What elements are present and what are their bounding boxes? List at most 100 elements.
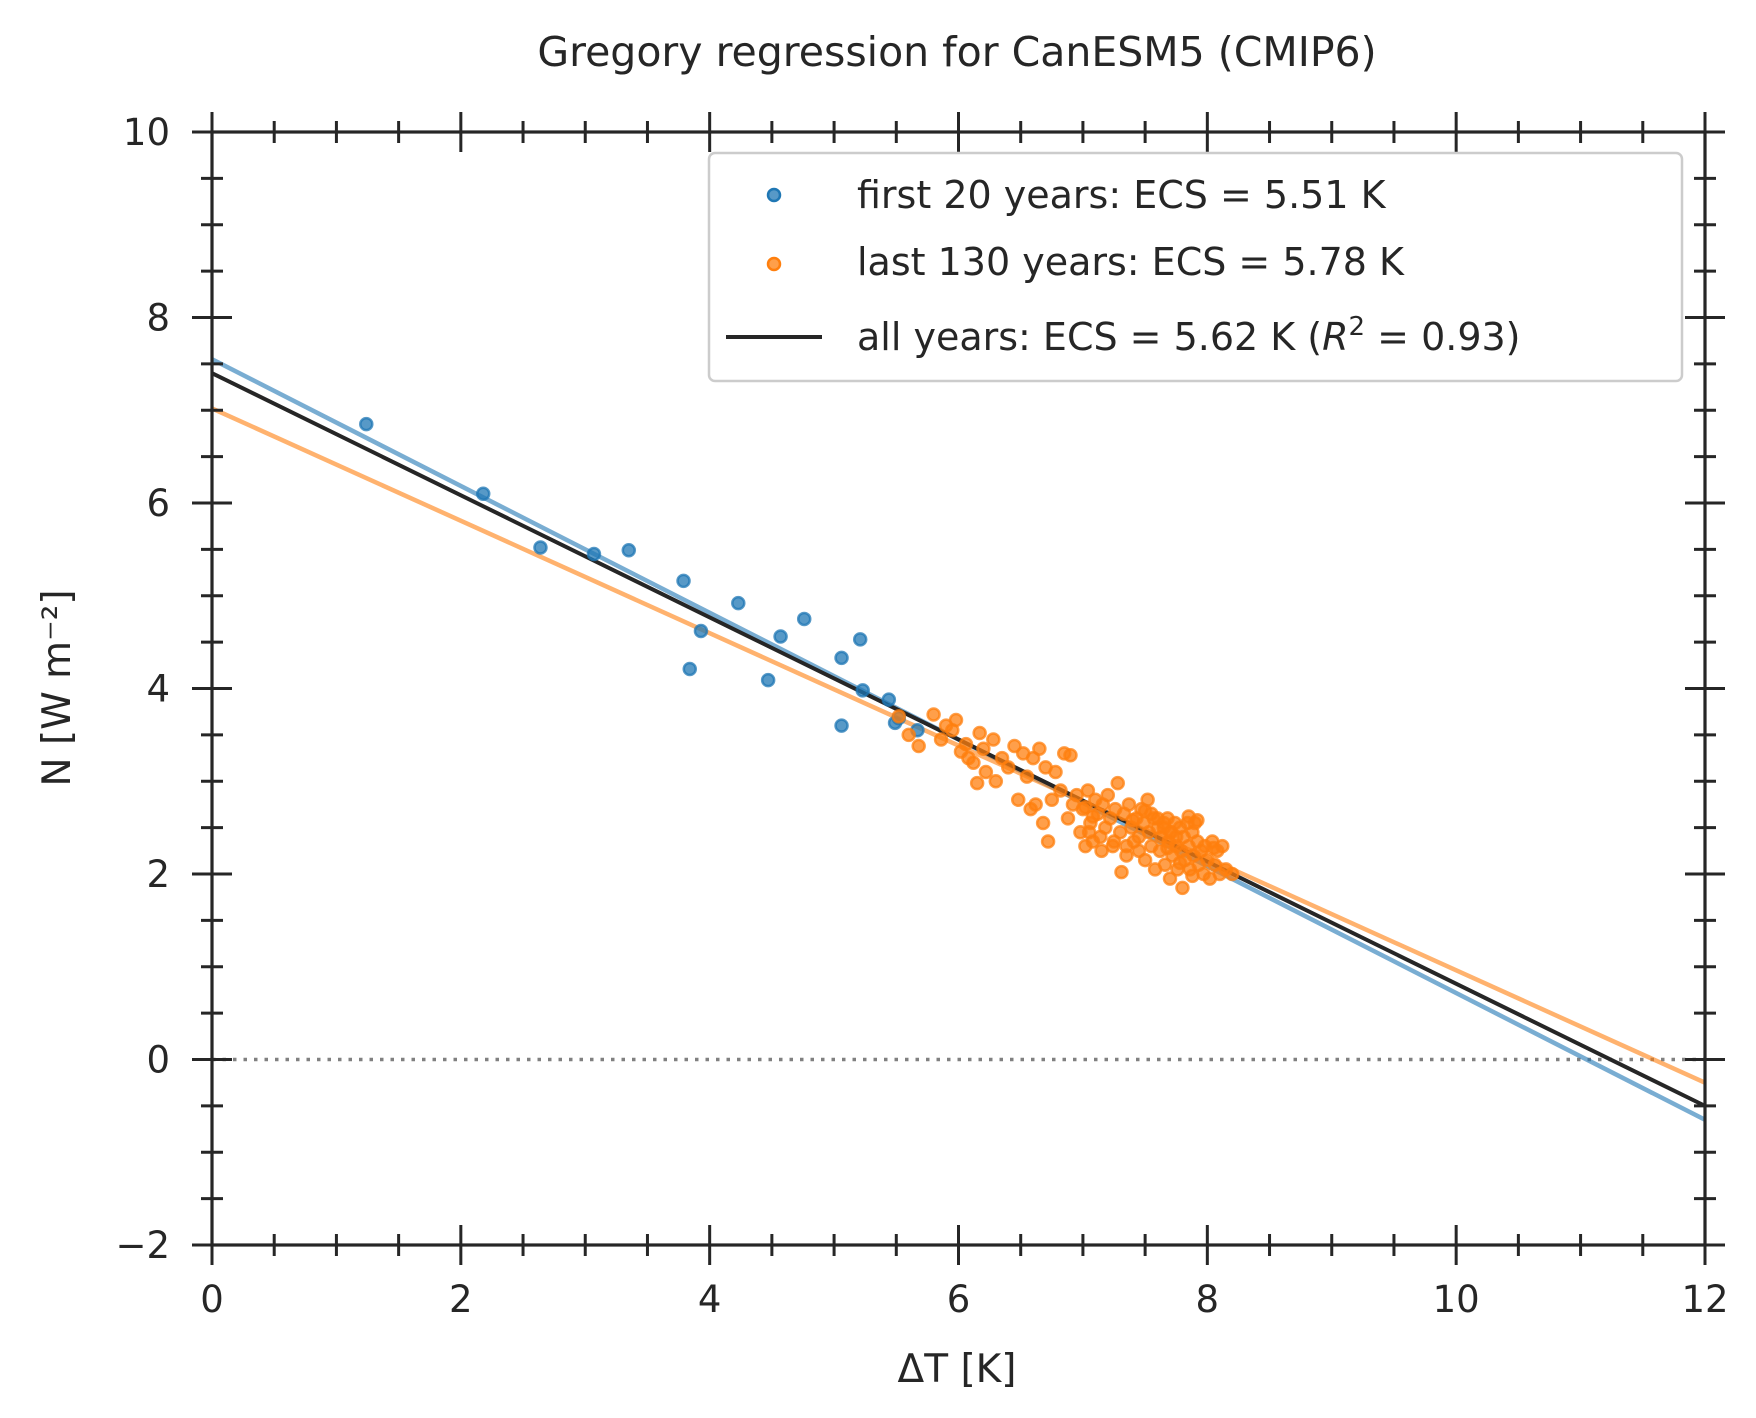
legend-box (707, 151, 1684, 383)
data-point (1094, 843, 1109, 859)
data-point (966, 755, 981, 770)
data-point (1131, 843, 1147, 859)
x-axis-label: ΔT [K] (898, 1347, 1017, 1392)
data-point (1190, 812, 1205, 828)
data-point (1081, 825, 1097, 840)
data-point (911, 738, 926, 754)
data-point (1106, 834, 1122, 849)
data-point (976, 741, 991, 757)
y-tick-label: 6 (146, 482, 170, 525)
chart-title: Gregory regression for CanESM5 (CMIP6) (537, 28, 1376, 76)
legend-label-first: first 20 years: ECS = 5.51 K (857, 173, 1387, 217)
data-point (1085, 809, 1101, 824)
legend-label-all-r: R (1322, 315, 1348, 359)
data-point (881, 692, 897, 707)
y-tick-label: 4 (146, 668, 170, 711)
data-point (1035, 815, 1051, 831)
data-point (834, 650, 849, 666)
data-point (621, 543, 637, 558)
regression-line-all-years (211, 371, 1706, 1108)
data-point (1063, 748, 1078, 763)
x-tick-labels: 0 2 4 6 8 10 12 (200, 1278, 1728, 1321)
series-last-130-years (891, 707, 1240, 896)
data-point (731, 595, 746, 611)
data-point (1185, 868, 1200, 884)
data-point (1001, 760, 1016, 775)
y-tick-label: 0 (146, 1039, 170, 1082)
data-point (1078, 799, 1093, 815)
data-point (1080, 783, 1096, 798)
data-point (948, 712, 964, 728)
data-point (1028, 797, 1043, 812)
y-tick-label: 10 (123, 111, 170, 154)
x-tick-label: 12 (1681, 1278, 1728, 1321)
y-tick-label: −2 (115, 1224, 170, 1267)
legend-marker-last (766, 256, 782, 272)
x-tick-label: 2 (449, 1278, 473, 1321)
data-point (969, 775, 985, 791)
data-point (1040, 834, 1056, 849)
data-point (891, 709, 907, 724)
data-point (796, 611, 812, 627)
data-point (1100, 787, 1116, 803)
data-point (1114, 864, 1129, 880)
data-point (933, 732, 949, 747)
axis-ticks (192, 112, 1725, 1265)
series-first-20-years (359, 416, 925, 738)
data-point (676, 573, 691, 589)
data-point (693, 623, 709, 639)
plot-area (192, 112, 1725, 1265)
legend-label-last: last 130 years: ECS = 5.78 K (857, 240, 1405, 284)
data-point (1175, 880, 1190, 896)
data-point (1125, 812, 1140, 828)
legend-label-all-sup: 2 (1349, 312, 1366, 342)
data-point (958, 736, 974, 752)
data-point (988, 774, 1004, 789)
data-point (1060, 811, 1076, 826)
data-point (852, 632, 868, 647)
data-point (834, 718, 849, 733)
x-tick-label: 4 (698, 1278, 722, 1321)
data-point (475, 486, 491, 501)
data-point (1032, 741, 1047, 757)
data-point (986, 732, 1001, 747)
data-point (586, 546, 602, 562)
x-tick-label: 6 (947, 1278, 971, 1321)
y-tick-label: 8 (146, 297, 170, 340)
data-point (978, 764, 994, 780)
data-point (1168, 829, 1184, 845)
data-point (1172, 855, 1188, 871)
x-tick-label: 8 (1196, 1278, 1220, 1321)
data-point (972, 725, 987, 741)
data-point (901, 727, 916, 743)
data-point (1162, 871, 1178, 886)
data-point (1206, 840, 1221, 856)
data-point (1224, 866, 1240, 882)
data-point (533, 540, 548, 555)
data-point (1053, 783, 1068, 798)
legend-label-all-suffix: = 0.93) (1365, 315, 1520, 359)
data-point (1110, 775, 1126, 791)
data-point (1157, 857, 1173, 872)
y-tick-label: 2 (146, 853, 170, 896)
data-point (1010, 792, 1026, 808)
data-point (1019, 769, 1035, 784)
data-point (1044, 792, 1060, 808)
y-axis-label: N [W m⁻²] (35, 589, 80, 786)
data-point (1137, 803, 1153, 819)
data-point (855, 683, 870, 698)
y-tick-labels: −2 0 2 4 6 8 10 (115, 111, 170, 1267)
x-tick-label: 10 (1433, 1278, 1480, 1321)
data-point (1048, 764, 1063, 780)
data-point (359, 416, 374, 432)
legend-label-all-prefix: all years: ECS = 5.62 K ( (857, 315, 1322, 359)
legend-label-all: all years: ECS = 5.62 K (R2 = 0.93) (857, 312, 1521, 359)
data-point (773, 629, 788, 644)
data-point (1160, 840, 1175, 856)
legend: first 20 years: ECS = 5.51 K last 130 ye… (707, 151, 1684, 383)
x-tick-label: 0 (200, 1278, 224, 1321)
data-point (760, 672, 776, 688)
data-point (1121, 797, 1137, 812)
data-point (926, 707, 941, 722)
